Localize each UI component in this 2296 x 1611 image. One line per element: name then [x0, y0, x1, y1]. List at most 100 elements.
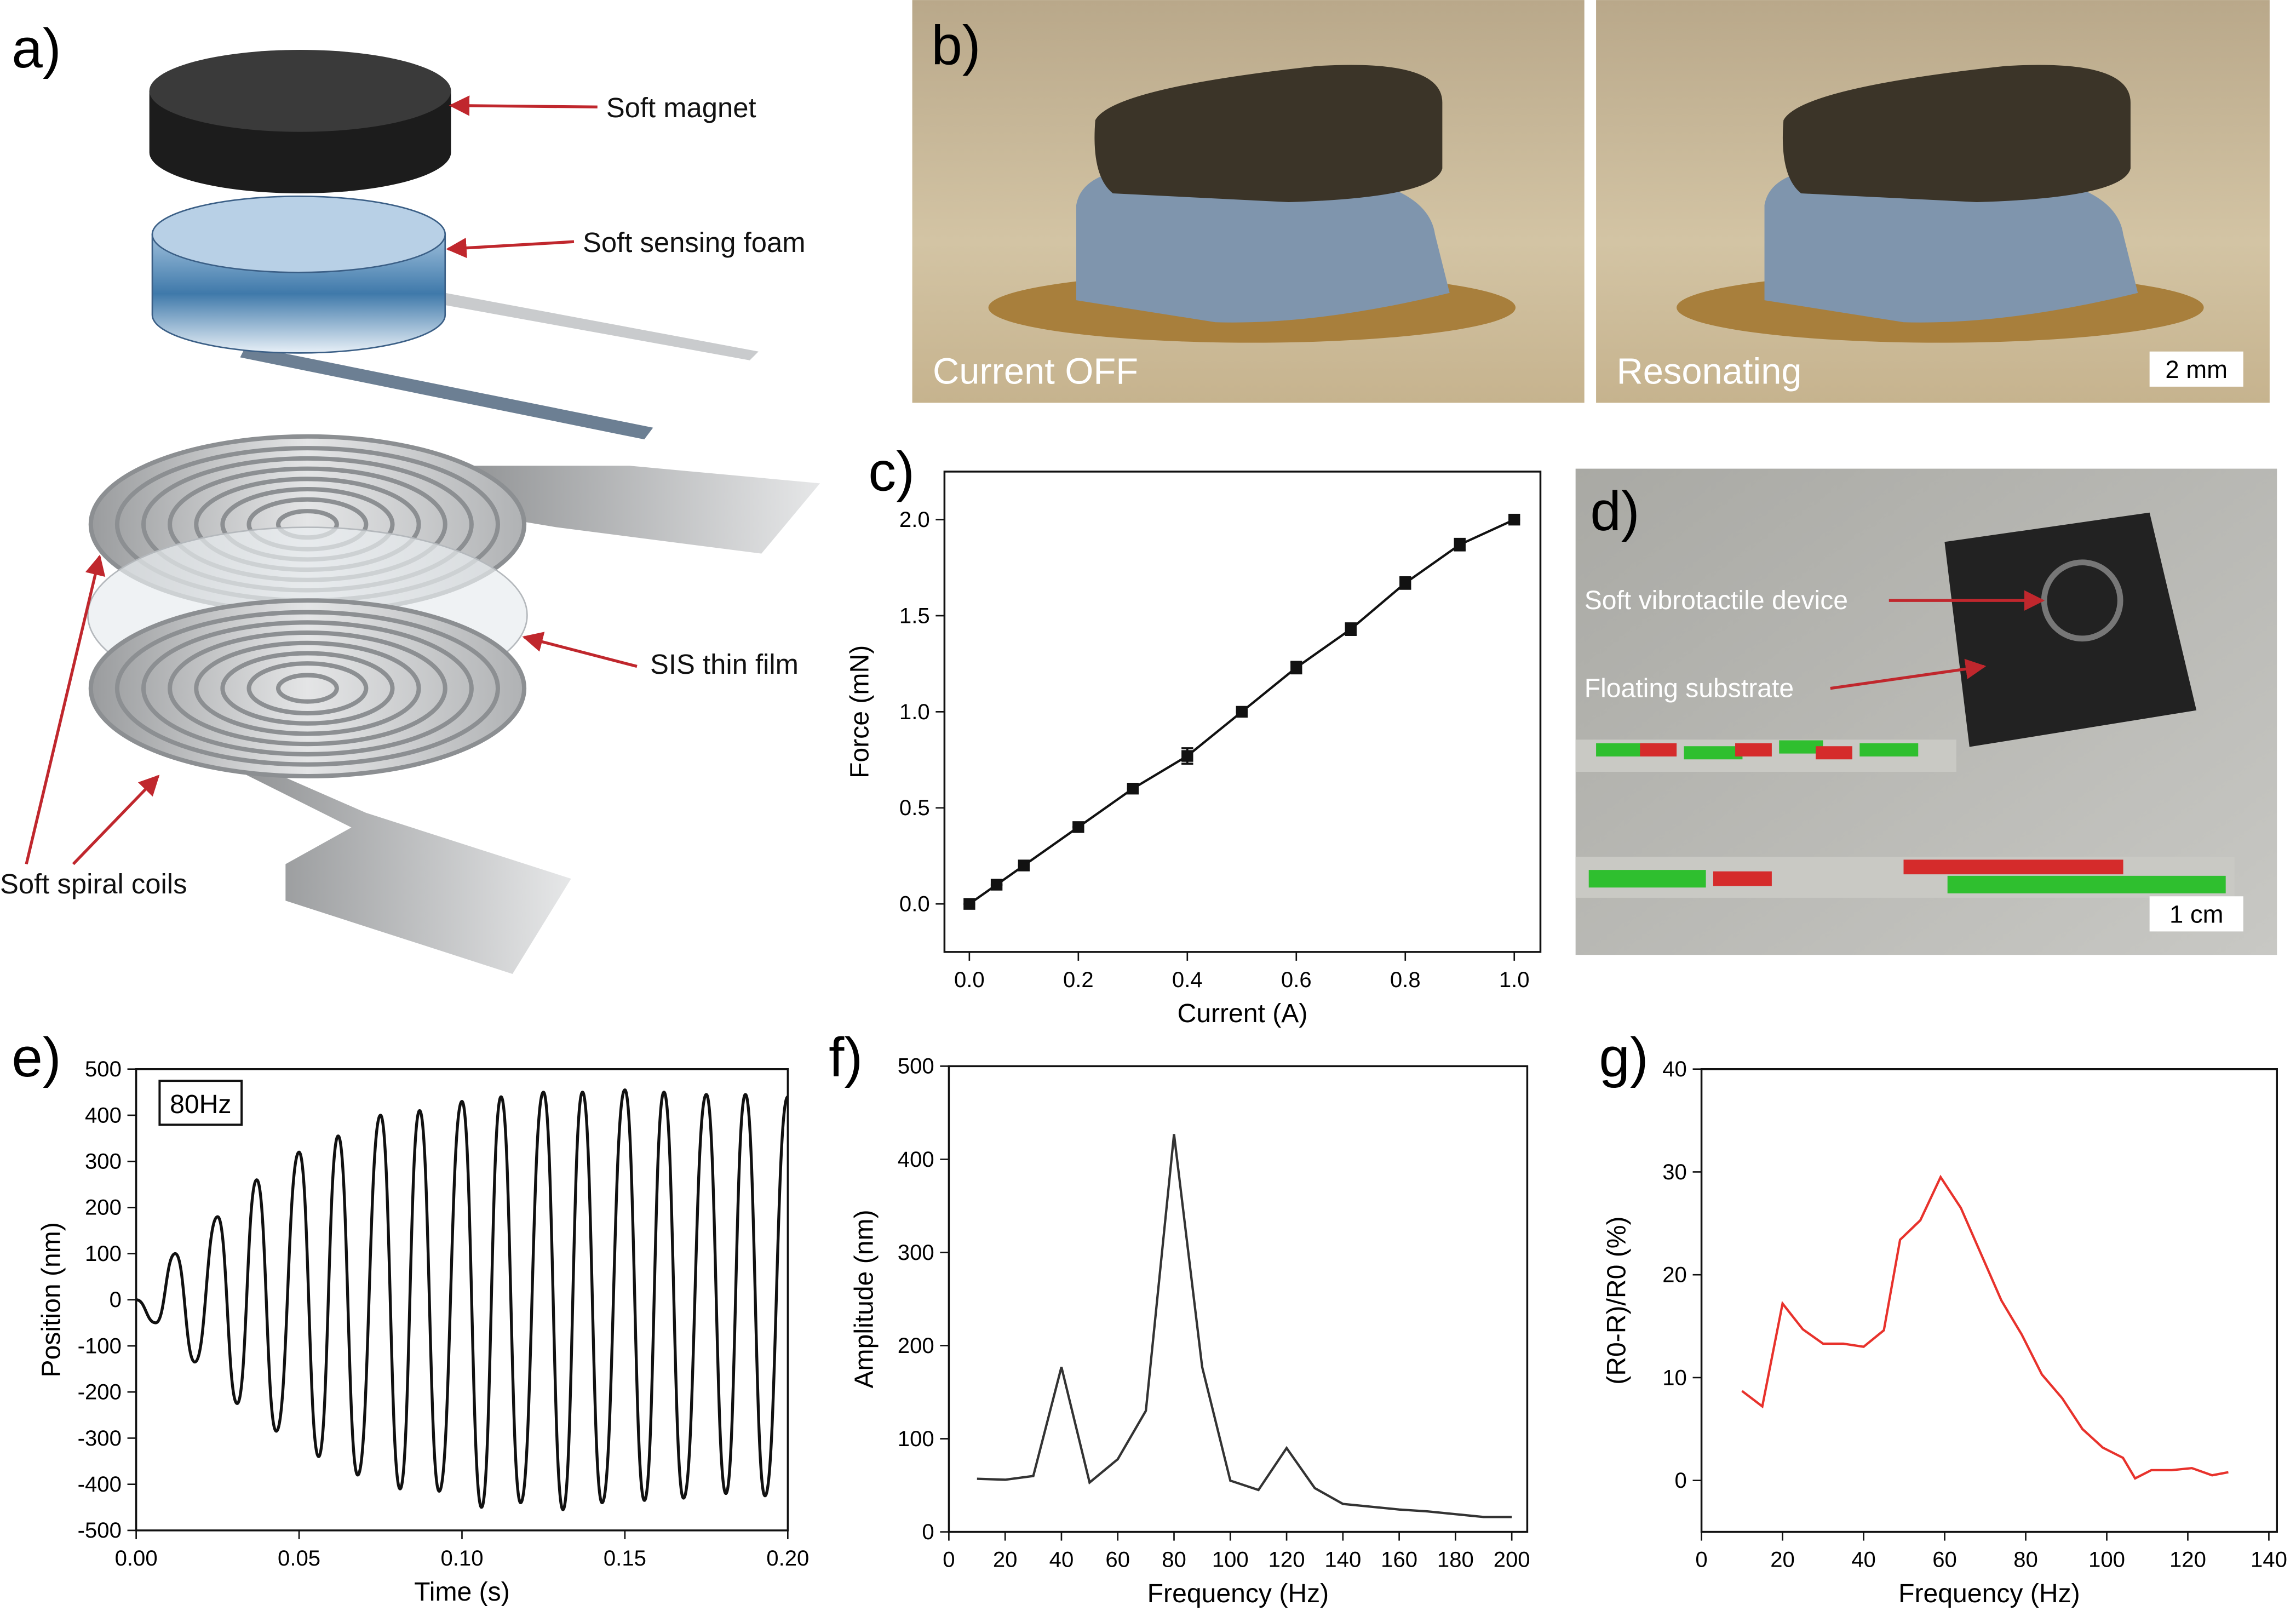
y-tick-label: 200: [898, 1334, 934, 1358]
panel-label: e): [12, 1026, 61, 1088]
annotation: 80Hz: [170, 1090, 231, 1119]
y-tick-label: 10: [1662, 1366, 1687, 1390]
photo-caption: Resonating: [1617, 352, 1802, 392]
x-tick-label: 160: [1381, 1548, 1417, 1572]
y-tick-label: 1.0: [899, 700, 930, 724]
video-frame: [1575, 468, 2277, 955]
annotation-box: [158, 1080, 243, 1126]
data-line: [135, 1088, 789, 1511]
data-line: [977, 1134, 1512, 1518]
y-tick-label: 0: [110, 1288, 122, 1312]
marker: [963, 898, 975, 910]
y-tick-label: -200: [78, 1380, 122, 1404]
x-tick-label: 0.15: [604, 1546, 646, 1570]
y-axis-label: Amplitude (nm): [849, 1209, 879, 1388]
y-tick-label: 300: [898, 1241, 934, 1265]
marker: [1508, 513, 1520, 526]
x-tick-label: 120: [2169, 1548, 2206, 1572]
x-tick-label: 0.6: [1281, 968, 1312, 992]
x-tick-label: 20: [993, 1548, 1018, 1572]
photo-caption: Current OFF: [933, 352, 1138, 392]
part-label: SIS thin film: [650, 649, 799, 680]
part-label: Soft magnet: [606, 92, 756, 123]
x-tick-label: 0.05: [278, 1546, 320, 1570]
plot-frame: [948, 1065, 1529, 1533]
marker: [1454, 538, 1466, 551]
y-tick-label: 400: [85, 1103, 122, 1127]
y-tick-label: -400: [78, 1472, 122, 1497]
x-axis-label: Time (s): [414, 1577, 510, 1607]
y-tick-label: 100: [898, 1427, 934, 1451]
x-tick-label: 180: [1437, 1548, 1474, 1572]
y-tick-label: 2.0: [899, 508, 930, 532]
x-tick-label: 0: [943, 1548, 955, 1572]
x-tick-label: 0: [1695, 1548, 1707, 1572]
y-tick-label: 0: [922, 1520, 934, 1544]
y-axis-label: Force (mN): [845, 645, 874, 778]
x-tick-label: 0.8: [1390, 968, 1421, 992]
scale-bar-label: 2 mm: [2165, 356, 2228, 383]
x-axis-label: Frequency (Hz): [1147, 1579, 1329, 1608]
panel-label: d): [1590, 480, 1639, 542]
y-tick-label: 0.5: [899, 796, 930, 820]
exploded-diagram: [25, 49, 820, 974]
marker: [1018, 859, 1030, 872]
x-axis-label: Frequency (Hz): [1898, 1579, 2080, 1608]
y-tick-label: 500: [85, 1057, 122, 1081]
marker: [990, 879, 1003, 891]
y-tick-label: 1.5: [899, 604, 930, 628]
x-tick-label: 100: [2088, 1548, 2125, 1572]
y-tick-label: -100: [78, 1334, 122, 1358]
y-tick-label: 0.0: [899, 892, 930, 916]
x-tick-label: 200: [1494, 1548, 1530, 1572]
annotation: Floating substrate: [1585, 674, 1794, 703]
part-label: Soft sensing foam: [583, 227, 805, 258]
marker: [1236, 706, 1248, 718]
marker: [1399, 577, 1411, 589]
x-tick-label: 80: [1162, 1548, 1186, 1572]
y-tick-label: 20: [1662, 1263, 1687, 1287]
y-tick-label: 200: [85, 1196, 122, 1220]
marker: [1181, 750, 1193, 762]
x-tick-label: 60: [1105, 1548, 1130, 1572]
x-tick-label: 0.0: [954, 968, 985, 992]
y-tick-label: 0: [1675, 1469, 1687, 1493]
x-tick-label: 40: [1049, 1548, 1074, 1572]
y-tick-label: 300: [85, 1150, 122, 1174]
y-tick-label: 500: [898, 1054, 934, 1079]
x-tick-label: 40: [1851, 1548, 1876, 1572]
x-tick-label: 20: [1770, 1548, 1795, 1572]
x-tick-label: 0.10: [440, 1546, 483, 1570]
marker: [1345, 623, 1357, 635]
y-tick-label: -300: [78, 1426, 122, 1451]
panel-label: g): [1599, 1026, 1648, 1088]
x-axis-label: Current (A): [1177, 999, 1307, 1028]
y-tick-label: -500: [78, 1518, 122, 1543]
part-label: Soft spiral coils: [0, 868, 187, 899]
y-tick-label: 400: [898, 1148, 934, 1172]
y-axis-label: (R0-R)/R0 (%): [1602, 1216, 1632, 1384]
panel-label: c): [868, 440, 915, 503]
x-tick-label: 0.00: [115, 1546, 158, 1570]
plot-frame: [1700, 1068, 2278, 1533]
x-tick-label: 0.4: [1172, 968, 1203, 992]
data-line: [1741, 1174, 2229, 1480]
x-tick-label: 140: [2251, 1548, 2287, 1572]
y-tick-label: 30: [1662, 1160, 1687, 1184]
y-tick-label: 100: [85, 1242, 122, 1266]
x-tick-label: 140: [1324, 1548, 1361, 1572]
y-tick-label: 40: [1662, 1057, 1687, 1081]
x-tick-label: 0.2: [1063, 968, 1094, 992]
marker: [1290, 662, 1302, 674]
panel-label: b): [931, 14, 980, 77]
photos: [912, 0, 2270, 403]
annotation: Soft vibrotactile device: [1585, 586, 1848, 615]
marker: [1072, 821, 1084, 833]
x-tick-label: 80: [2013, 1548, 2038, 1572]
x-tick-label: 60: [1932, 1548, 1957, 1572]
marker: [1127, 783, 1139, 795]
panel-label: f): [829, 1026, 863, 1088]
x-tick-label: 0.20: [766, 1546, 809, 1570]
